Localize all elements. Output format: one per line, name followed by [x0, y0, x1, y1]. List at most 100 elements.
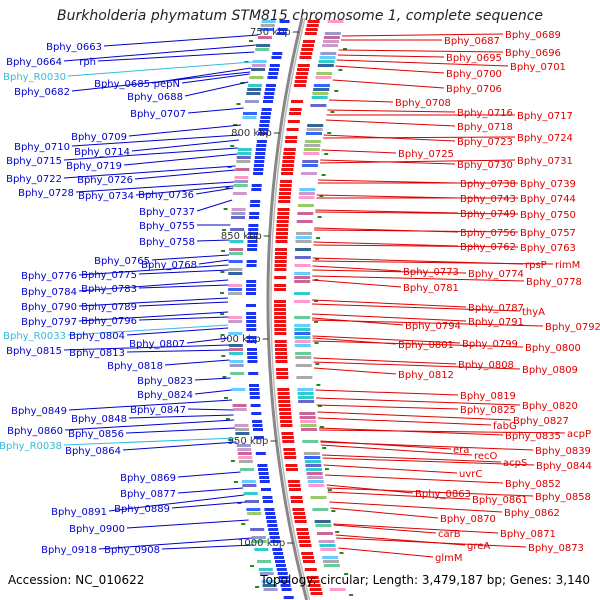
rna-feature-mark — [232, 404, 247, 407]
reverse-feature-mark — [302, 44, 315, 47]
forward-feature-mark — [264, 508, 275, 511]
right-gene-label: Bphy_0873 — [528, 543, 584, 554]
left-gene-label: Bphy_0775 — [81, 270, 137, 281]
left-leader-line — [126, 349, 230, 353]
forward-feature-mark — [252, 420, 263, 423]
minor-tick — [315, 258, 320, 260]
right-leader-line — [312, 265, 402, 272]
rna-feature-mark — [255, 48, 270, 51]
forward-feature-mark — [253, 168, 264, 171]
left-gene-label: Bphy_0864 — [65, 446, 121, 457]
rna-feature-mark — [229, 252, 243, 255]
gc-feature-mark — [320, 52, 337, 55]
rna-feature-mark — [241, 480, 256, 483]
forward-feature-mark — [246, 340, 257, 343]
minor-tick — [322, 447, 327, 449]
reverse-feature-mark — [274, 328, 287, 331]
right-gene-label: Bphy_0689 — [505, 30, 561, 41]
gc-feature-mark — [317, 532, 333, 535]
reverse-feature-mark — [289, 488, 301, 491]
minor-tick — [228, 439, 233, 441]
right-leader-line — [315, 209, 459, 214]
gc-feature-mark — [306, 128, 323, 131]
gc-feature-mark — [295, 356, 312, 359]
right-gene-label: Bphy_0723 — [457, 137, 513, 148]
left-leader-line — [161, 544, 254, 550]
gc-feature-mark — [319, 56, 336, 59]
rna-feature-mark — [232, 192, 247, 195]
rna-feature-mark — [242, 116, 257, 119]
gc-feature-mark — [296, 232, 312, 235]
forward-feature-mark — [255, 152, 266, 155]
gc-feature-mark — [295, 236, 312, 239]
reverse-feature-mark — [295, 76, 308, 79]
left-gene-label: Bphy_0784 — [21, 287, 77, 298]
forward-feature-mark — [274, 556, 285, 559]
left-leader-line — [171, 501, 246, 509]
gc-feature-mark — [297, 204, 314, 207]
rna-feature-mark — [246, 508, 261, 511]
rna-feature-mark — [260, 24, 275, 27]
minor-tick — [327, 132, 332, 134]
left-leader-line — [184, 81, 249, 97]
gc-feature-mark — [297, 396, 314, 399]
right-gene-label: Bphy_0701 — [510, 62, 566, 73]
minor-tick — [334, 90, 339, 92]
left-leader-line — [108, 494, 245, 512]
reverse-feature-mark — [274, 344, 287, 347]
rna-feature-mark — [229, 240, 244, 243]
reverse-feature-mark — [281, 168, 294, 171]
rna-feature-mark — [231, 212, 246, 215]
gc-feature-mark — [318, 60, 335, 63]
gc-feature-mark — [301, 164, 318, 167]
right-gene-label: Bphy_0794 — [405, 321, 461, 332]
right-gene-label: Bphy_0861 — [472, 495, 528, 506]
reverse-feature-mark — [277, 388, 290, 391]
right-gene-label: Bphy_0695 — [446, 53, 502, 64]
forward-feature-mark — [259, 476, 270, 479]
left-leader-line — [128, 414, 234, 419]
reverse-feature-mark — [284, 456, 297, 459]
rna-feature-mark — [240, 468, 254, 471]
right-gene-label: acpP — [567, 429, 591, 440]
minor-tick — [324, 468, 329, 470]
forward-feature-mark — [256, 144, 267, 147]
forward-feature-mark — [260, 116, 271, 119]
right-leader-line — [320, 444, 473, 456]
right-gene-label: Bphy_0863 — [415, 489, 471, 500]
forward-feature-mark — [275, 560, 285, 563]
left-gene-label: Bphy_0847 — [130, 405, 186, 416]
tick-label: 1000 kbp — [238, 538, 285, 549]
rna-feature-mark — [238, 460, 253, 463]
rna-feature-mark — [243, 112, 257, 115]
right-gene-label: Bphy_0708 — [395, 98, 451, 109]
gc-feature-mark — [294, 264, 311, 267]
forward-feature-mark — [258, 128, 269, 131]
rna-feature-mark — [229, 248, 244, 251]
rna-feature-mark — [235, 428, 249, 431]
gc-feature-mark — [319, 544, 336, 547]
gc-feature-mark — [297, 392, 314, 395]
forward-feature-mark — [281, 588, 292, 591]
left-leader-line — [126, 327, 229, 336]
reverse-feature-mark — [292, 508, 305, 511]
forward-feature-mark — [246, 280, 257, 283]
gc-feature-mark — [310, 496, 327, 499]
left-gene-label: pepN — [154, 79, 180, 90]
forward-feature-mark — [247, 360, 258, 363]
reverse-feature-mark — [274, 284, 287, 287]
rna-feature-mark — [228, 316, 243, 319]
minor-tick — [335, 531, 340, 533]
gc-feature-mark — [301, 172, 317, 175]
reverse-feature-mark — [283, 448, 296, 451]
right-gene-label: Bphy_0744 — [520, 194, 576, 205]
reverse-feature-mark — [275, 356, 288, 359]
left-gene-label: Bphy_0664 — [6, 57, 62, 68]
left-leader-line — [131, 139, 239, 152]
gc-feature-mark — [306, 468, 322, 471]
gc-feature-mark — [320, 548, 337, 551]
minor-tick — [321, 174, 326, 176]
left-gene-label: Bphy_0908 — [104, 545, 160, 556]
reverse-feature-mark — [277, 392, 290, 395]
gc-feature-mark — [318, 540, 335, 543]
